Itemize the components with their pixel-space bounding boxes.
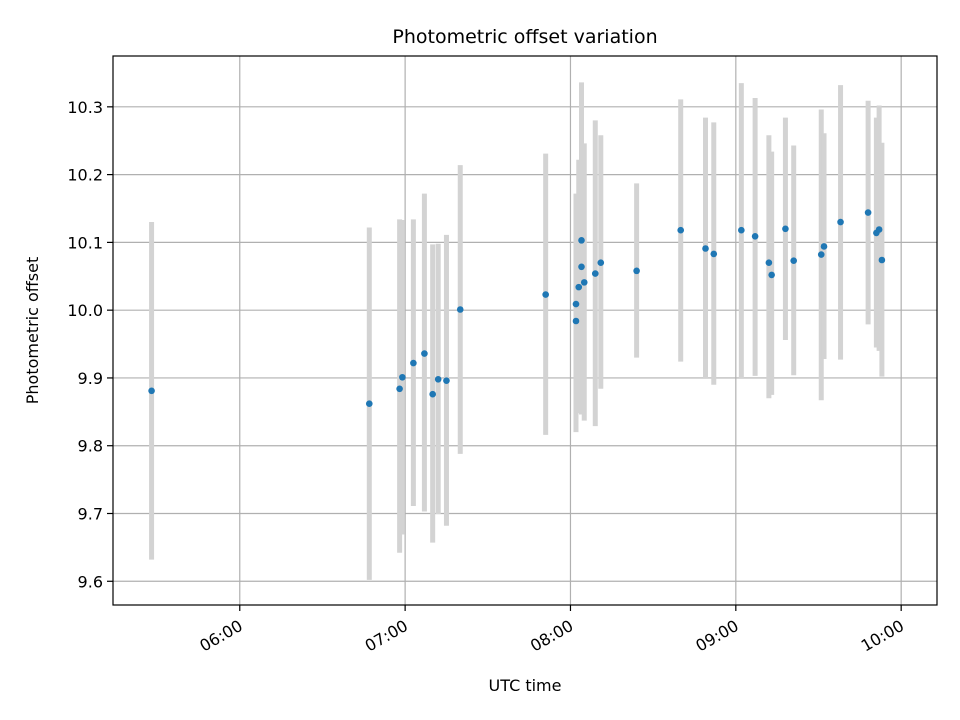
data-point — [677, 226, 685, 234]
data-point — [820, 243, 828, 250]
data-point — [399, 373, 406, 381]
y-tick-label: 9.7 — [78, 505, 103, 524]
data-point — [591, 270, 599, 277]
data-point — [429, 390, 436, 398]
data-point — [542, 291, 549, 298]
data-points — [148, 209, 886, 408]
data-point — [702, 245, 709, 252]
y-tick-label: 9.8 — [78, 437, 103, 456]
plot-frame — [112, 55, 938, 606]
x-axis-label: UTC time — [489, 676, 562, 695]
error-bars — [149, 82, 885, 580]
data-point — [597, 259, 605, 267]
data-point — [410, 359, 417, 367]
data-point — [782, 225, 789, 233]
data-point — [817, 251, 825, 258]
data-point — [765, 259, 773, 267]
data-point — [421, 350, 428, 357]
data-point — [365, 400, 373, 408]
y-tick-label: 10.0 — [67, 301, 103, 320]
data-point — [580, 279, 588, 286]
axis-ticks: 06:00 07:00 08:00 09:00 10:00 9.6 9.7 9.8 9.9 10.… — [67, 98, 907, 656]
data-point — [148, 387, 155, 395]
data-point — [837, 218, 844, 226]
data-point — [738, 226, 745, 234]
data-point — [578, 263, 585, 271]
data-point — [396, 385, 403, 393]
x-tick-label: 07:00 — [362, 616, 411, 656]
y-tick-label: 10.1 — [67, 233, 103, 252]
data-point — [443, 377, 450, 384]
x-tick-label: 10:00 — [858, 616, 907, 656]
data-point — [710, 250, 718, 258]
x-tick-label: 06:00 — [196, 616, 245, 656]
y-tick-label: 9.6 — [78, 572, 103, 591]
data-point — [572, 300, 580, 308]
data-point — [878, 256, 886, 264]
data-point — [572, 317, 580, 325]
data-point — [864, 209, 872, 216]
data-point — [751, 232, 759, 240]
y-tick-label: 10.3 — [67, 98, 103, 117]
data-point — [768, 271, 775, 279]
data-point — [633, 267, 640, 275]
data-point — [434, 376, 442, 383]
chart-title: Photometric offset variation — [392, 26, 657, 48]
y-tick-label: 10.2 — [67, 166, 103, 185]
data-point — [456, 306, 464, 313]
data-point — [790, 257, 797, 264]
data-point — [875, 226, 883, 233]
x-tick-label: 09:00 — [692, 616, 741, 656]
y-tick-label: 9.9 — [78, 369, 103, 388]
data-point — [578, 237, 585, 244]
x-tick-label: 08:00 — [527, 616, 576, 656]
grid — [113, 56, 937, 605]
data-point — [575, 283, 583, 291]
y-axis-label: Photometric offset — [23, 257, 42, 405]
